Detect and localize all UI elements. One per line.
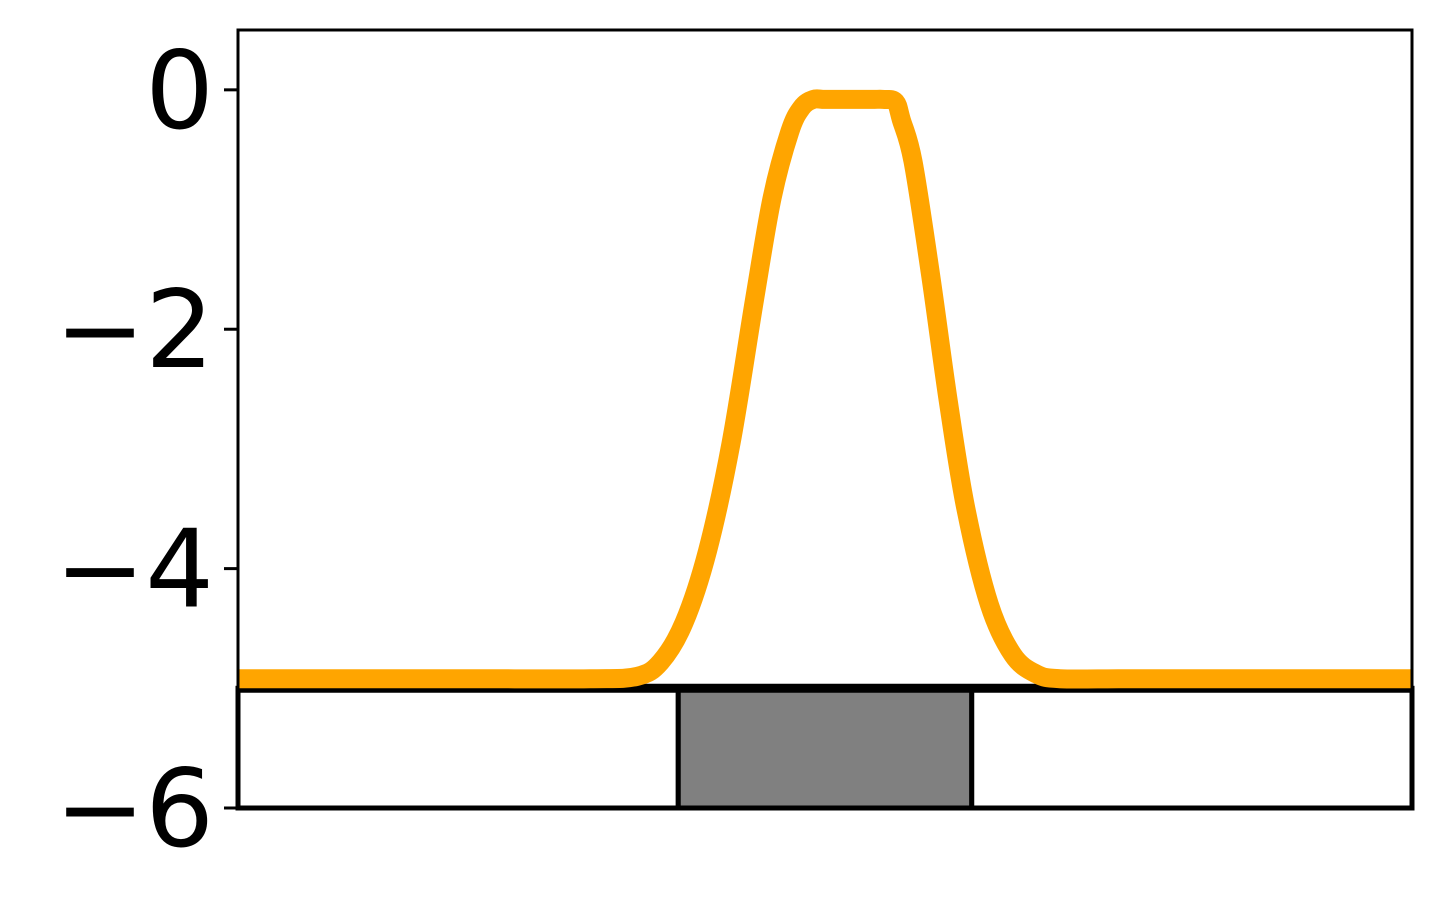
y-tick-label: −4 xyxy=(55,508,214,633)
line-series xyxy=(238,89,1412,689)
bar-segment-1 xyxy=(235,685,681,811)
bottom-bar xyxy=(235,683,1415,811)
plot-frame xyxy=(236,28,1414,810)
series-line-1 xyxy=(238,89,1412,689)
y-tick-label: 0 xyxy=(145,29,214,154)
y-tick-label: −6 xyxy=(55,747,214,872)
y-axis: 0 −2 −4 −6 xyxy=(55,29,238,872)
y-tick-label: −2 xyxy=(55,268,214,393)
bar-segment-2 xyxy=(675,685,975,811)
bar-segment-3 xyxy=(969,685,1415,811)
